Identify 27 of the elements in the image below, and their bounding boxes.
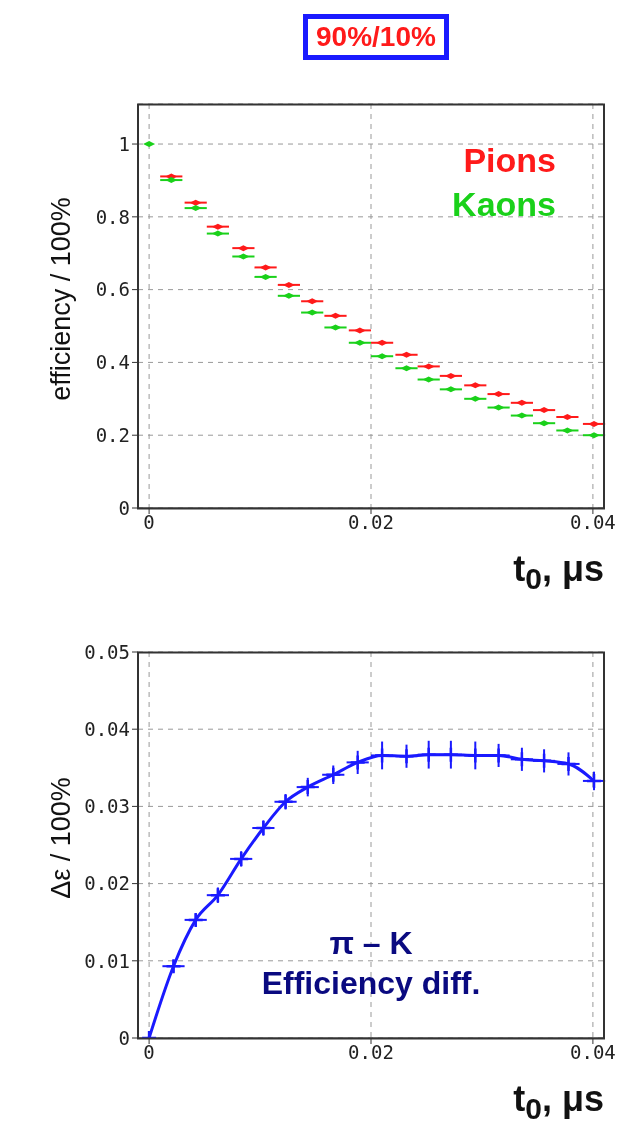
y-tick-label: 0 bbox=[118, 496, 130, 519]
y-tick-label: 0.2 bbox=[95, 423, 130, 446]
x-tick-label: 0 bbox=[143, 511, 155, 534]
y-tick-label: 0.4 bbox=[95, 351, 130, 374]
x-tick-label: 0.02 bbox=[348, 1041, 394, 1064]
chart-title: 90%/10% bbox=[303, 14, 449, 60]
x-axis-title: t$_{0}$, μs bbox=[513, 1078, 604, 1127]
y-axis-title: efficiency / 100% bbox=[46, 197, 77, 401]
x-tick-label: 0.04 bbox=[570, 1041, 616, 1064]
y-tick-label: 0.04 bbox=[84, 717, 130, 740]
x-tick-label: 0.04 bbox=[570, 511, 616, 534]
annotation: Efficiency diff. bbox=[260, 964, 482, 1003]
y-tick-label: 0.05 bbox=[84, 640, 130, 663]
text: Pions bbox=[462, 140, 556, 181]
x-tick-label: 0 bbox=[143, 1041, 155, 1064]
y-tick-label: 0.02 bbox=[84, 872, 130, 895]
x-tick-label: 0.02 bbox=[348, 511, 394, 534]
y-tick-label: 0.8 bbox=[95, 205, 130, 228]
y-tick-label: 1 bbox=[118, 132, 130, 155]
y-tick-label: 0 bbox=[118, 1026, 130, 1049]
y-axis-title: Δε / 100% bbox=[46, 777, 77, 899]
y-tick-label: 0.03 bbox=[84, 795, 130, 818]
text: Kaons bbox=[452, 184, 556, 225]
y-tick-label: 0.6 bbox=[95, 278, 130, 301]
y-tick-label: 0.01 bbox=[84, 949, 130, 972]
x-axis-title: t$_{0}$, μs bbox=[513, 548, 604, 597]
annotation: π – K bbox=[328, 924, 414, 963]
